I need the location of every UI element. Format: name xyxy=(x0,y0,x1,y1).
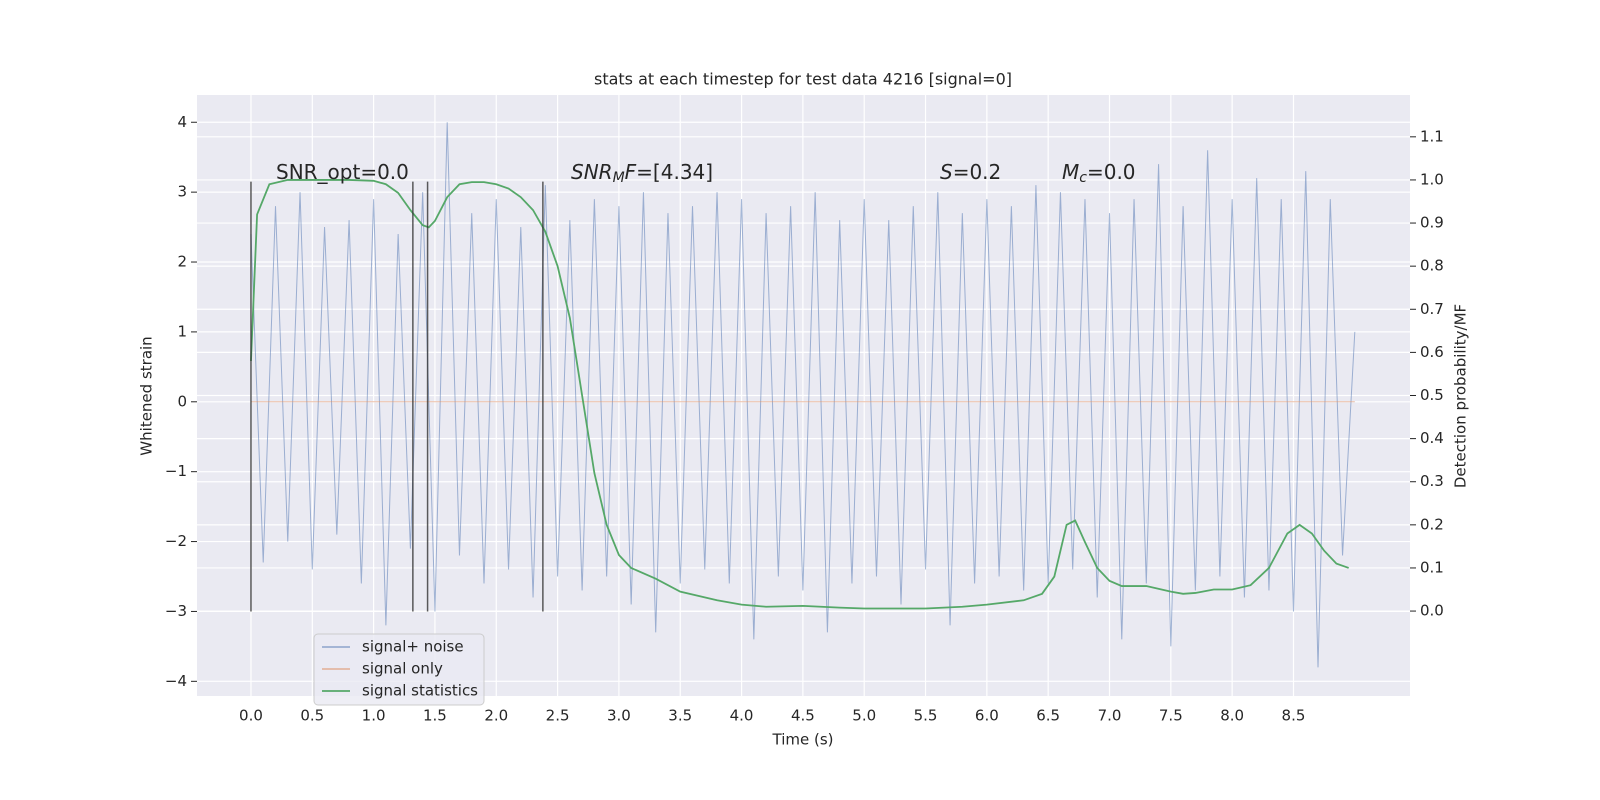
y2-tick-label: 0.8 xyxy=(1420,257,1444,275)
y-tick-label: 1 xyxy=(177,322,187,340)
x-tick-label: 4.5 xyxy=(791,707,815,725)
y2-tick-label: 0.5 xyxy=(1420,386,1444,404)
annotation-part: SNR_opt=0.0 xyxy=(276,160,409,184)
annotation-part: SNR xyxy=(571,160,613,184)
annotation-part: F xyxy=(625,160,637,184)
x-tick-label: 5.0 xyxy=(852,707,876,725)
chart-title: stats at each timestep for test data 421… xyxy=(594,70,1012,89)
x-tick-label: 7.0 xyxy=(1098,707,1122,725)
x-tick-label: 3.0 xyxy=(607,707,631,725)
legend-label: signal statistics xyxy=(362,682,478,700)
y-tick-label: −3 xyxy=(165,602,187,620)
y2-tick-label: 1.1 xyxy=(1420,127,1444,145)
legend-box xyxy=(313,633,485,706)
y-tick-label: 4 xyxy=(177,113,187,131)
annotation: SNR_opt=0.0 xyxy=(276,160,409,184)
y2-tick-label: 0.9 xyxy=(1420,214,1444,232)
annotation: SNRMF=[4.34] xyxy=(571,160,713,187)
annotation-part: =[4.34] xyxy=(636,160,713,184)
y-tick-label: 2 xyxy=(177,253,187,271)
x-tick-label: 1.0 xyxy=(362,707,386,725)
x-tick-label: 2.5 xyxy=(546,707,570,725)
y-tick-label: 0 xyxy=(177,392,187,410)
x-axis-label: Time (s) xyxy=(772,731,834,749)
annotation-part: S xyxy=(940,160,953,184)
y-tick-label: −2 xyxy=(165,532,187,550)
x-tick-label: 0.5 xyxy=(300,707,324,725)
y2-tick-label: 0.2 xyxy=(1420,515,1444,533)
x-tick-label: 3.5 xyxy=(668,707,692,725)
y2-tick-label: 0.1 xyxy=(1420,558,1444,576)
y2-tick-label: 0.4 xyxy=(1420,429,1444,447)
y2-tick-label: 0.6 xyxy=(1420,343,1444,361)
annotation-part: c xyxy=(1079,170,1087,186)
legend-label: signal only xyxy=(362,660,443,678)
annotation-part: =0.0 xyxy=(1087,160,1136,184)
annotation: S=0.2 xyxy=(940,160,1001,184)
annotation-part: =0.2 xyxy=(953,160,1002,184)
annotation: Mc=0.0 xyxy=(1062,160,1136,187)
y2-tick-label: 0.7 xyxy=(1420,300,1444,318)
x-tick-label: 5.5 xyxy=(914,707,938,725)
x-tick-label: 2.0 xyxy=(484,707,508,725)
x-tick-label: 0.0 xyxy=(239,707,263,725)
series-line xyxy=(250,122,1356,668)
y-tick-label: −4 xyxy=(165,672,187,690)
y-tick-label: 3 xyxy=(177,183,187,201)
y2-tick-label: 1.0 xyxy=(1420,170,1444,188)
annotation-part: M xyxy=(613,170,625,186)
x-tick-label: 1.5 xyxy=(423,707,447,725)
legend-label: signal+ noise xyxy=(362,638,464,656)
y-axis-label: Whitened strain xyxy=(138,336,156,455)
series-line xyxy=(250,179,1349,610)
x-tick-label: 6.5 xyxy=(1036,707,1060,725)
y-tick-label: −1 xyxy=(165,462,187,480)
x-tick-label: 8.5 xyxy=(1282,707,1306,725)
y2-axis-label: Detection probability/MF xyxy=(1452,304,1470,488)
x-tick-label: 7.5 xyxy=(1159,707,1183,725)
annotation-part: M xyxy=(1062,160,1079,184)
x-tick-label: 6.0 xyxy=(975,707,999,725)
x-tick-label: 4.0 xyxy=(730,707,754,725)
y2-tick-label: 0.0 xyxy=(1420,602,1444,620)
x-tick-label: 8.0 xyxy=(1220,707,1244,725)
y2-tick-label: 0.3 xyxy=(1420,472,1444,490)
